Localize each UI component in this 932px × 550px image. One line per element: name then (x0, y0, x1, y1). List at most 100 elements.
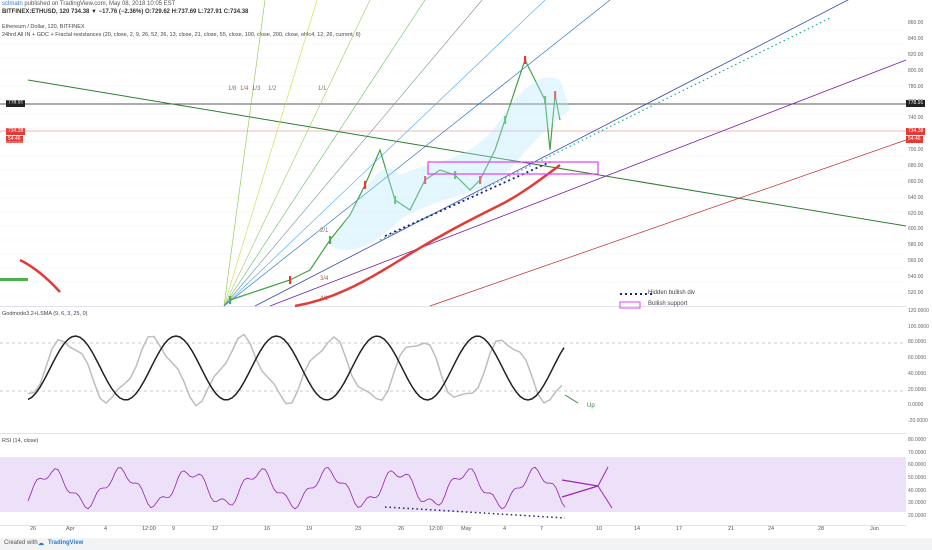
price-scale-tick: 840.00 (908, 35, 924, 42)
symbol-line: BITFINEX:ETHUSD, 120 734.38 ▼ −17.76 (−2… (2, 9, 249, 15)
candle (524, 56, 527, 64)
godmode-shadow (27, 333, 563, 407)
fib-fan-label: 1/2 (268, 86, 277, 92)
time-axis-label: 23 (355, 526, 362, 532)
candle (229, 296, 232, 304)
tradingview-logo-icon[interactable]: ☁ (38, 541, 44, 547)
time-axis-label: 7 (540, 526, 544, 532)
fib-fan-label: 1/3 (252, 86, 261, 92)
price-scale-tick: 580.00 (908, 242, 924, 249)
price-scale-tick: 680.00 (908, 162, 924, 169)
godmode-scale-tick: 80.0000 (908, 339, 927, 346)
gann-fan-line (223, 0, 266, 307)
price-series-line (229, 58, 561, 301)
gann-fan-line (223, 0, 611, 307)
godmode-scale-tick: 100.0000 (908, 323, 929, 330)
up-arrow-icon (564, 394, 579, 404)
godmode-panel[interactable] (0, 306, 906, 434)
price-scale-tick: 660.00 (908, 178, 924, 185)
rsi-arrow-down-icon (597, 485, 613, 509)
rsi-panel[interactable] (0, 433, 906, 526)
green-level-left (0, 278, 28, 281)
time-axis-label: 17 (676, 526, 683, 532)
godmode-scale[interactable]: 120.0000 100.0000 80.0000 60.0000 40.0000 20.… (906, 306, 932, 433)
red-moving-average (19, 163, 561, 308)
footer-bar: Created with ☁ TradingView (0, 538, 932, 550)
price-scale-tick: 520.00 (908, 290, 924, 296)
candle (424, 176, 427, 184)
time-axis-label: 26 (30, 526, 37, 532)
purple-channel-line (269, 59, 907, 307)
red-trendline (429, 139, 907, 307)
godmode-scale-tick: 20.0000 (908, 386, 927, 393)
footer-brand[interactable]: TradingView (48, 540, 84, 546)
left-countdown-tag: 54:46 (6, 136, 23, 143)
countdown-tag: 54:46 (906, 136, 923, 143)
time-axis-label: 28 (818, 526, 825, 532)
time-axis-label: 12:00 (429, 526, 443, 532)
rsi-scale-tick: 40.0000 (908, 487, 927, 494)
publish-text: published on TradingView.com, May 08, 20… (24, 1, 176, 7)
time-axis-label: 24 (768, 526, 775, 532)
time-axis-label: Apr (66, 526, 75, 532)
price-scale-tick: 600.00 (908, 226, 924, 233)
upper-price-tag: 778.91 (906, 100, 926, 107)
left-upper-price-tag: 778.91 (6, 100, 26, 107)
legend-hidden-bullish-div: Hidden bullish div (648, 290, 696, 296)
indicator-line: 24hrd All IN + GDC + Fractal resistances… (2, 32, 361, 38)
chart-title: Ethereum / Dollar, 120, BITFINEX (2, 24, 85, 30)
price-scale-tick: 780.00 (908, 83, 924, 90)
green-trendline (27, 79, 907, 227)
price-scale-tick: 560.00 (908, 258, 924, 265)
time-axis-label: 16 (264, 526, 271, 532)
rsi-scale-tick: 60.0000 (908, 462, 927, 469)
candle (554, 91, 557, 99)
time-axis-label: 10 (596, 526, 603, 532)
rsi-scale[interactable]: 80.0000 70.0000 60.0000 50.0000 40.0000 30.00… (906, 433, 932, 525)
fib-fan-label: 1/1 (318, 86, 327, 92)
gann-fan-line (223, 0, 318, 307)
gann-fan-line (223, 0, 546, 307)
fib-fan-label: 3/4 (320, 276, 329, 282)
price-scale-tick: 860.00 (908, 20, 924, 26)
fib-fan-label: 1/4 (240, 86, 249, 92)
publisher-username[interactable]: sclmatn (2, 1, 23, 7)
magenta-support-box (427, 161, 599, 175)
time-axis-label: May (461, 526, 472, 532)
legend-bullish-support: Bullish support (648, 301, 688, 307)
time-axis-label: 12 (212, 526, 219, 532)
godmode-scale-tick: 40.0000 (908, 370, 927, 377)
godmode-scale-tick: 120.0000 (908, 308, 929, 314)
candle (504, 116, 507, 124)
time-axis-label: 4 (104, 526, 108, 532)
price-scale-tick: 820.00 (908, 51, 924, 58)
gann-fan-line (223, 0, 483, 307)
time-axis-label: 4 (503, 526, 507, 532)
rsi-arrow-up-icon (597, 466, 609, 487)
godmode-lsma-line (27, 335, 565, 401)
candle (454, 171, 457, 179)
godmode-scale-tick: 60.0000 (908, 355, 927, 362)
candle (544, 96, 547, 104)
godmode-up-annotation: Up (587, 403, 595, 409)
price-scale-tick: 540.00 (908, 274, 924, 281)
rsi-hidden-div-line (384, 506, 566, 519)
time-axis-label: 14 (634, 526, 641, 532)
ichimoku-cloud (330, 77, 570, 251)
price-scale-tick: 800.00 (908, 67, 924, 74)
godmode-scale-tick: 0.0000 (908, 402, 924, 409)
legend-bullish-support-swatch (619, 301, 641, 309)
rsi-scale-tick: 30.0000 (908, 500, 927, 507)
time-axis-label: Jun (870, 526, 879, 532)
price-scale-tick: 620.00 (908, 210, 924, 217)
time-axis-label: 21 (728, 526, 735, 532)
price-panel[interactable] (0, 18, 906, 307)
candle (479, 176, 482, 184)
rsi-label: RSI (14, close) (2, 438, 39, 444)
price-scale-tick: 740.00 (908, 115, 924, 122)
time-axis[interactable]: 26 Apr 4 12:00 9 12 16 19 23 26 12:00 May 4 7 10 14 17 21… (0, 526, 932, 538)
gann-fan-line (223, 0, 426, 307)
candle (329, 236, 332, 244)
time-axis-label: 9 (172, 526, 176, 532)
